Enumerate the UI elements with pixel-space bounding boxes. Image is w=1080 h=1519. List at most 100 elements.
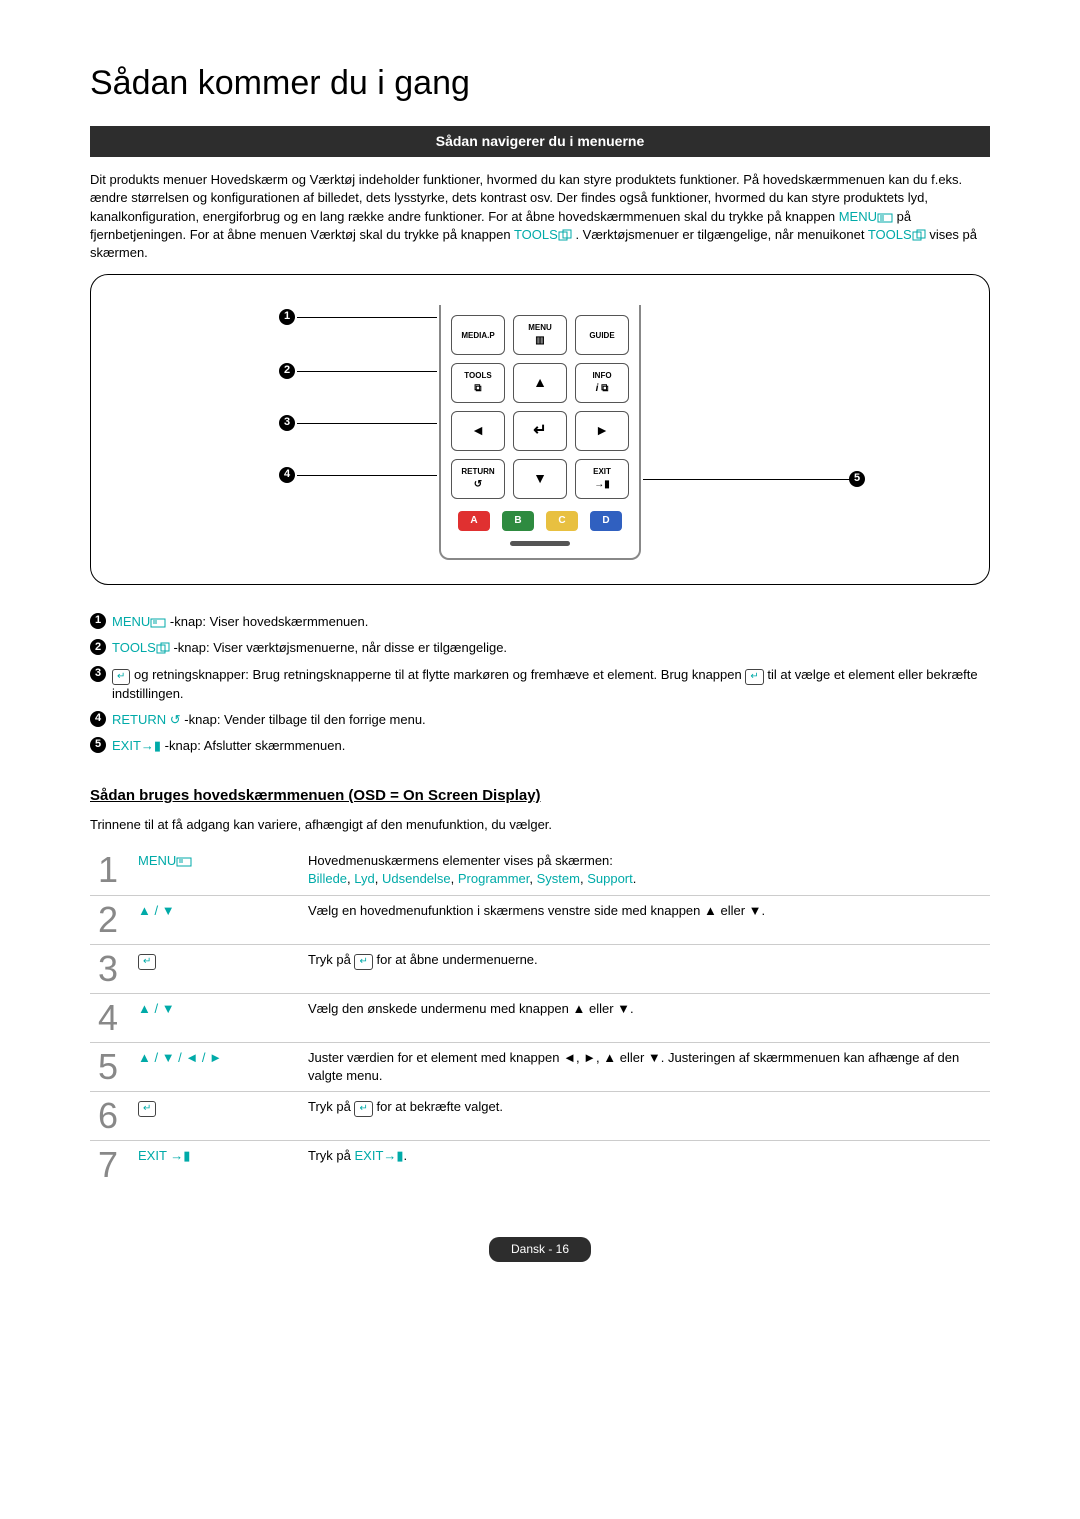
callout-3: 3 xyxy=(279,415,295,431)
label: EXIT xyxy=(593,466,611,477)
remote-b-button: B xyxy=(502,511,534,531)
return-icon: ↺ xyxy=(166,712,181,727)
return-icon: ↺ xyxy=(474,478,482,492)
callout-num: 4 xyxy=(90,711,106,727)
enter-icon: ↵ xyxy=(138,954,156,970)
enter-icon: ↵ xyxy=(533,420,546,442)
up-arrow-icon: ▲ xyxy=(533,373,547,393)
label: TOOLS xyxy=(464,370,491,381)
tools-keyword: TOOLS xyxy=(112,640,156,655)
callout-line xyxy=(297,317,437,318)
remote-diagram-box: 1 2 3 4 5 MEDIA.P MENU▥ GUIDE TOOLS⧉ ▲ xyxy=(90,274,990,585)
callout-num: 1 xyxy=(90,613,106,629)
step-number: 1 xyxy=(90,846,130,895)
step-row-3: 3 ↵ Tryk på ↵ for at åbne undermenuerne. xyxy=(90,944,990,993)
step-key: MENU xyxy=(130,846,300,895)
step-key: ▲ / ▼ / ◄ / ► xyxy=(130,1042,300,1091)
remote-exit-button: EXIT→▮ xyxy=(575,459,629,499)
callout-4: 4 xyxy=(279,467,295,483)
callout-line xyxy=(297,423,437,424)
tools-icon: ⧉ xyxy=(474,382,481,396)
tools-keyword-2: TOOLS xyxy=(868,227,912,242)
step-number: 7 xyxy=(90,1141,130,1190)
legend-text-a: og retningsknapper: Brug retningsknapper… xyxy=(130,667,745,682)
enter-icon: ↵ xyxy=(354,1101,372,1117)
callout-1: 1 xyxy=(279,309,295,325)
desc-text: Hovedmenuskærmens elementer vises på skæ… xyxy=(308,853,613,868)
step-key: ↵ xyxy=(130,944,300,993)
exit-icon: →▮ xyxy=(141,738,161,753)
page-footer: Dansk - 16 xyxy=(90,1237,990,1262)
desc-b: . xyxy=(404,1148,408,1163)
step-desc: Vælg en hovedmenufunktion i skærmens ven… xyxy=(300,895,990,944)
label: INFO xyxy=(592,370,611,381)
step-row-4: 4 ▲ / ▼ Vælg den ønskede undermenu med k… xyxy=(90,993,990,1042)
exit-keyword: EXIT xyxy=(354,1148,383,1163)
step-key: EXIT →▮ xyxy=(130,1141,300,1190)
legend-text: -knap: Viser hovedskærmmenuen. xyxy=(166,614,368,629)
remote-slot xyxy=(510,541,570,546)
remote-info-button: INFOi ⧉ xyxy=(575,363,629,403)
label: MENU xyxy=(528,322,552,333)
step-desc: Tryk på ↵ for at åbne undermenuerne. xyxy=(300,944,990,993)
step-row-6: 6 ↵ Tryk på ↵ for at bekræfte valget. xyxy=(90,1092,990,1141)
menu-item: Udsendelse xyxy=(382,871,451,886)
step-number: 2 xyxy=(90,895,130,944)
label: GUIDE xyxy=(589,330,614,341)
remote-d-button: D xyxy=(590,511,622,531)
step-key: ▲ / ▼ xyxy=(130,895,300,944)
section-heading-bar: Sådan navigerer du i menuerne xyxy=(90,126,990,158)
menu-item: System xyxy=(537,871,580,886)
desc-b: for at åbne undermenuerne. xyxy=(373,952,538,967)
desc-a: Tryk på xyxy=(308,1099,354,1114)
menu-icon xyxy=(176,857,192,867)
remote-enter-button: ↵ xyxy=(513,411,567,451)
remote-tools-button: TOOLS⧉ xyxy=(451,363,505,403)
enter-icon: ↵ xyxy=(745,669,763,685)
step-row-2: 2 ▲ / ▼ Vælg en hovedmenufunktion i skær… xyxy=(90,895,990,944)
legend-text: -knap: Afslutter skærmmenuen. xyxy=(161,738,345,753)
step-desc: Hovedmenuskærmens elementer vises på skæ… xyxy=(300,846,990,895)
enter-icon: ↵ xyxy=(112,669,130,685)
menu-icon xyxy=(877,213,893,223)
step-number: 3 xyxy=(90,944,130,993)
menu-keyword: MENU xyxy=(112,614,150,629)
legend-text: -knap: Vender tilbage til den forrige me… xyxy=(181,712,426,727)
page-title: Sådan kommer du i gang xyxy=(90,60,990,108)
right-arrow-icon: ► xyxy=(595,421,609,441)
enter-icon: ↵ xyxy=(138,1101,156,1117)
legend-list: 1 MENU -knap: Viser hovedskærmmenuen. 2 … xyxy=(90,613,990,755)
legend-item-1: 1 MENU -knap: Viser hovedskærmmenuen. xyxy=(90,613,990,631)
callout-2: 2 xyxy=(279,363,295,379)
step-key: ↵ xyxy=(130,1092,300,1141)
step-row-7: 7 EXIT →▮ Tryk på EXIT→▮. xyxy=(90,1141,990,1190)
desc-a: Tryk på xyxy=(308,952,354,967)
exit-icon: →▮ xyxy=(594,478,610,492)
step-desc: Juster værdien for et element med knappe… xyxy=(300,1042,990,1091)
remote-panel: MEDIA.P MENU▥ GUIDE TOOLS⧉ ▲ INFOi ⧉ ◄ ↵… xyxy=(439,305,641,560)
tools-keyword: TOOLS xyxy=(514,227,558,242)
intro-text-c: . Værktøjsmenuer er tilgængelige, når me… xyxy=(575,227,867,242)
menu-keyword: MENU xyxy=(138,853,176,868)
menu-icon: ▥ xyxy=(535,334,544,348)
menu-icon xyxy=(150,618,166,628)
remote-left-button: ◄ xyxy=(451,411,505,451)
intro-paragraph: Dit produkts menuer Hovedskærm og Værktø… xyxy=(90,171,990,262)
label: MEDIA.P xyxy=(461,330,494,341)
menu-item: Programmer xyxy=(458,871,530,886)
remote-menu-button: MENU▥ xyxy=(513,315,567,355)
osd-heading: Sådan bruges hovedskærmmenuen (OSD = On … xyxy=(90,785,990,806)
step-number: 4 xyxy=(90,993,130,1042)
info-icon: i ⧉ xyxy=(596,382,609,396)
menu-item: Support xyxy=(587,871,633,886)
left-arrow-icon: ◄ xyxy=(471,421,485,441)
return-keyword: RETURN xyxy=(112,712,166,727)
step-desc: Vælg den ønskede undermenu med knappen ▲… xyxy=(300,993,990,1042)
callout-line xyxy=(643,479,853,480)
exit-keyword: EXIT xyxy=(138,1148,167,1163)
callout-num: 2 xyxy=(90,639,106,655)
step-number: 6 xyxy=(90,1092,130,1141)
callout-num: 3 xyxy=(90,666,106,682)
remote-media-p-button: MEDIA.P xyxy=(451,315,505,355)
menu-keyword: MENU xyxy=(839,209,877,224)
